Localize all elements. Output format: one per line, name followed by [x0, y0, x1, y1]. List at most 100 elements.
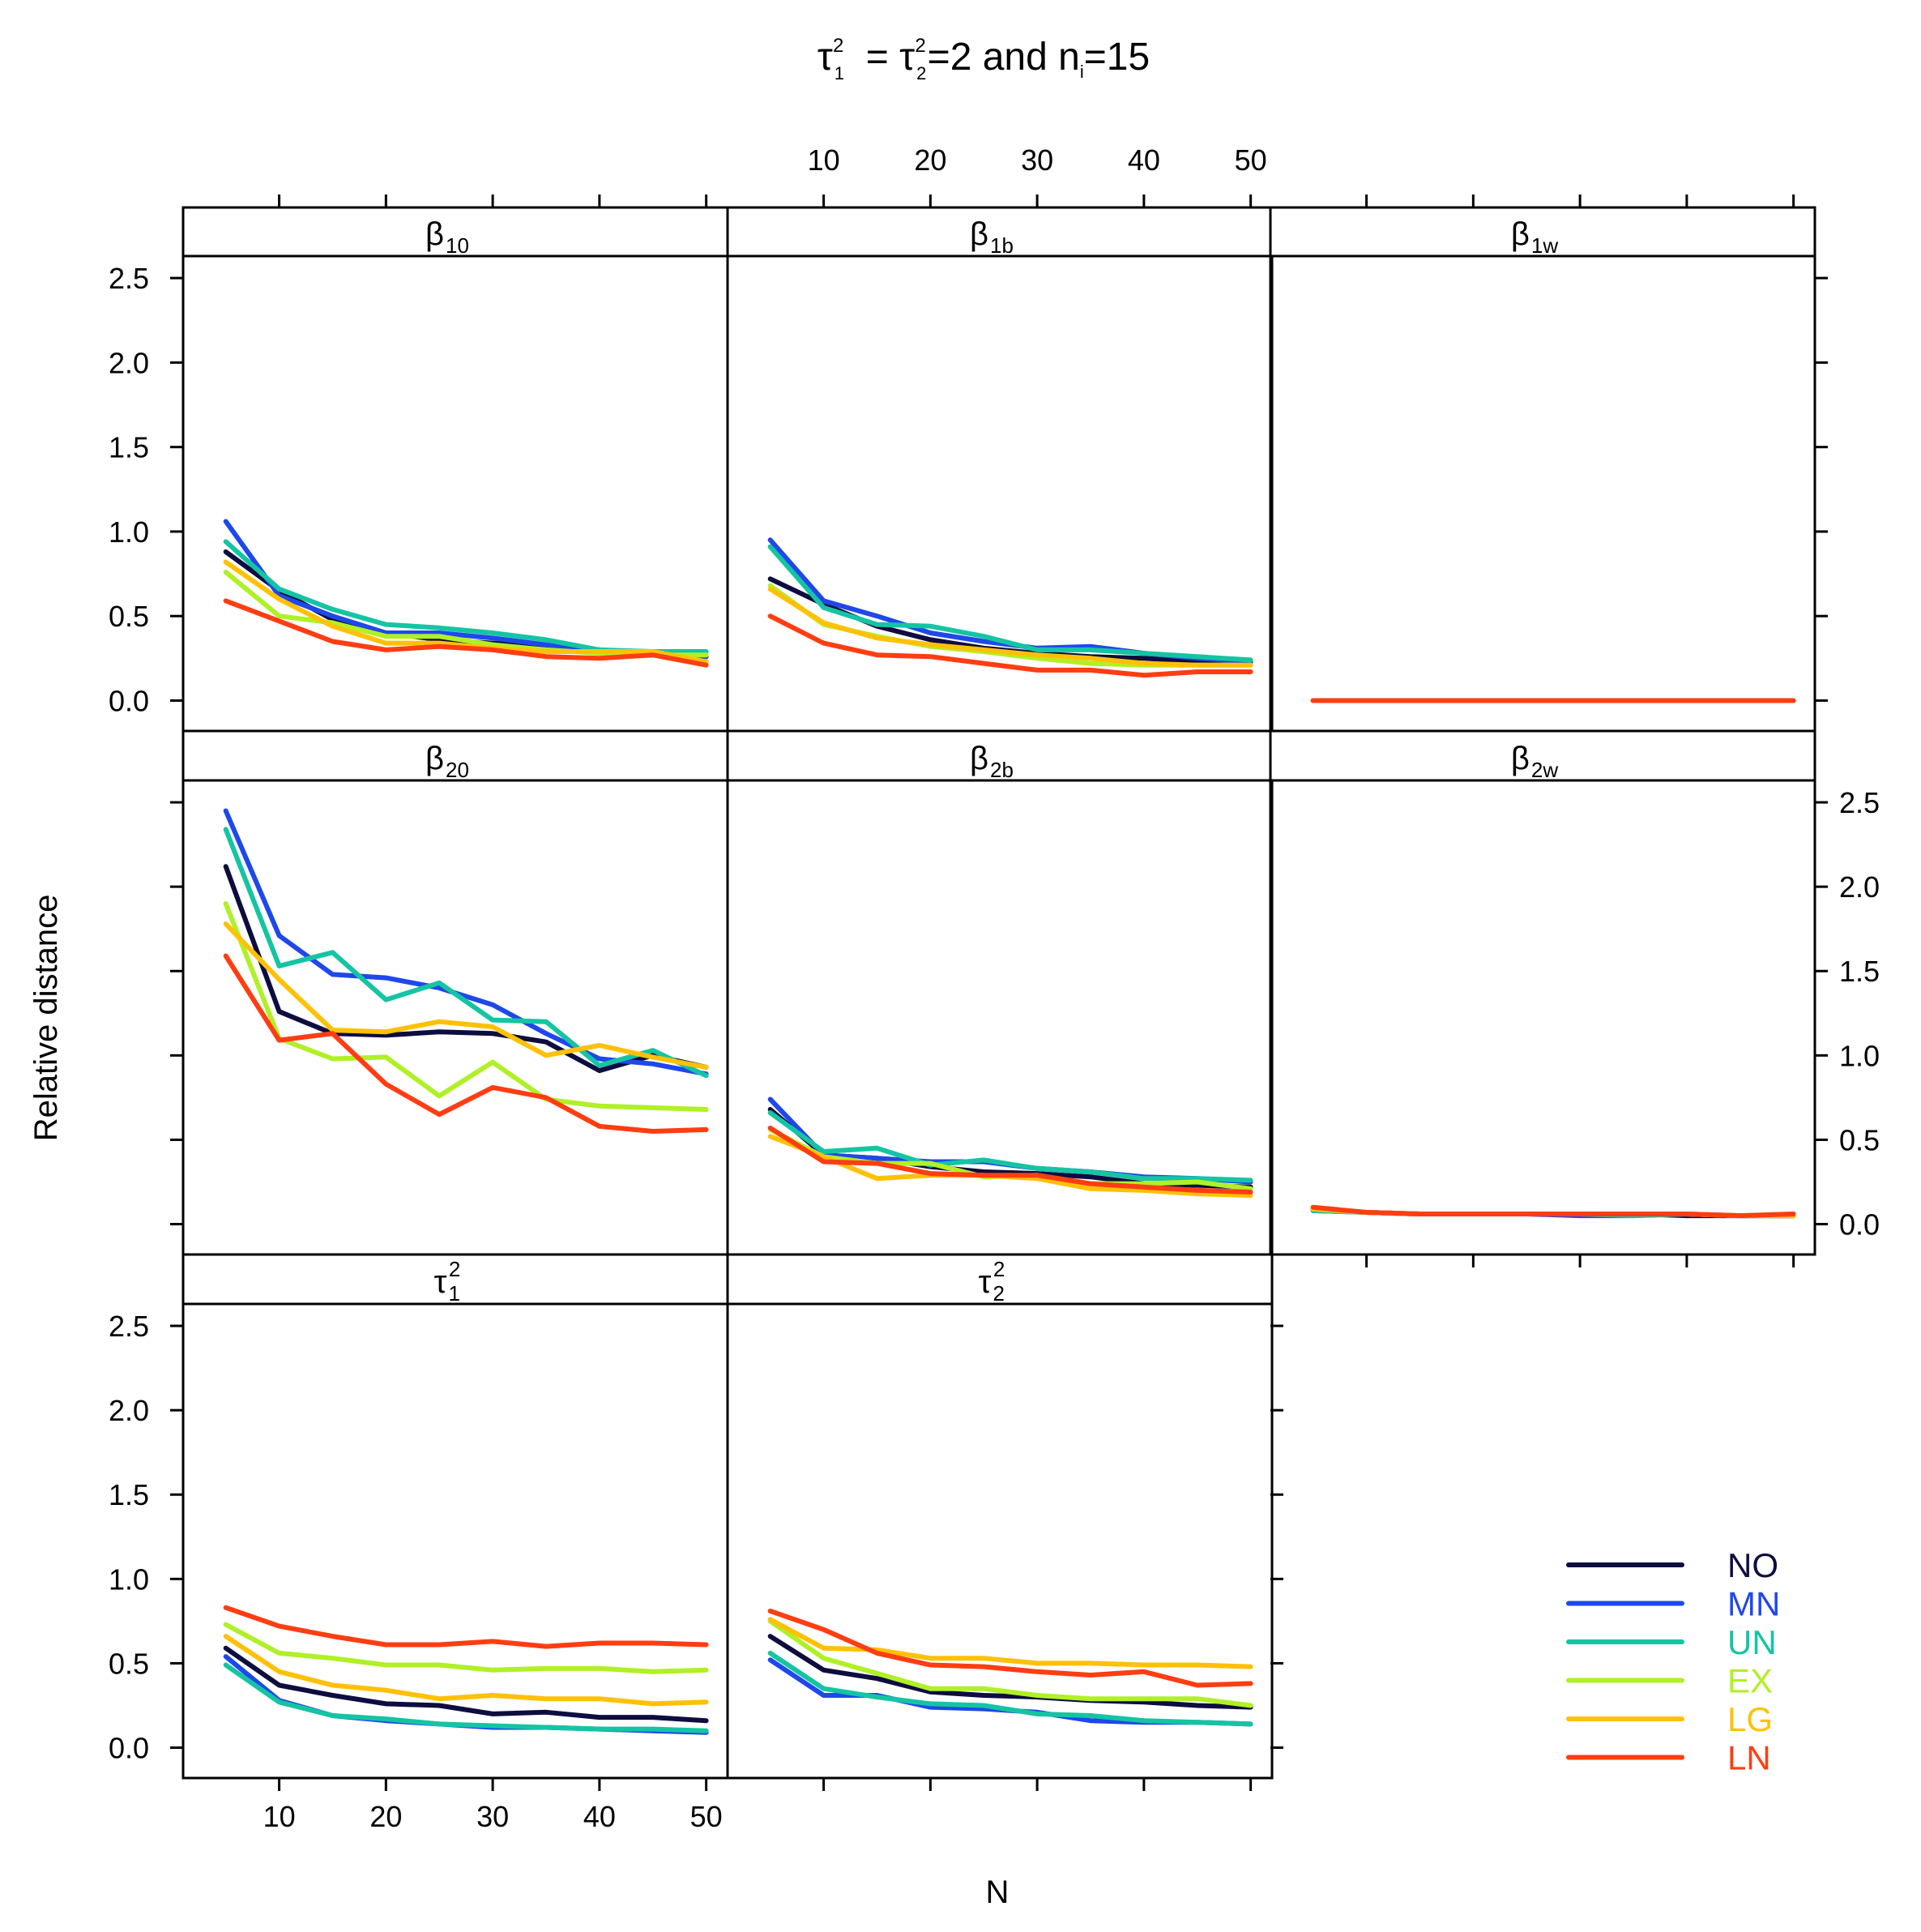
y-tick-label: 2.5 [109, 1310, 149, 1343]
series-line-ln [223, 598, 709, 668]
series-line-ln [767, 1125, 1253, 1195]
y-tick-label: 0.0 [109, 684, 149, 717]
legend-label: LG [1727, 1700, 1773, 1738]
axes: 10 20 30 40 50 10 20 30 40 50 0.0 0.5 1.0 1.5 2.0 2.5 0.… [109, 143, 1880, 1833]
panel-frame [181, 254, 729, 733]
strip-symbol: β [425, 216, 444, 252]
title-tau-1-symbol: τ [817, 36, 833, 79]
panel-frame [1269, 254, 1816, 733]
title-tau-2-symbol: τ [899, 36, 915, 79]
x-tick-label: 30 [1021, 143, 1053, 177]
panel-5: β2b [726, 729, 1274, 1256]
series-line-mn [767, 1096, 1253, 1185]
y-tick-label: 1.5 [109, 431, 149, 464]
x-axis-label: N [986, 1874, 1010, 1910]
y-axis-label: Relative distance [28, 895, 64, 1142]
x-tick-label: 20 [914, 143, 946, 177]
series-line-no [767, 1634, 1253, 1710]
title-ni-value: =15 [1084, 36, 1150, 79]
series-line-lg [767, 1617, 1253, 1669]
panel-strip [726, 729, 1274, 782]
panel-strip-label: β2w [1511, 741, 1558, 782]
x-tick-label: 30 [476, 1800, 509, 1833]
series-line-un [767, 1650, 1253, 1727]
panel-frame [1269, 779, 1816, 1256]
panel-frame [726, 1302, 1274, 1780]
series-line-mn [223, 808, 709, 1077]
strip-symbol: β [1511, 741, 1530, 776]
series-line-ex [223, 901, 709, 1112]
panel-1: β10 [181, 206, 729, 733]
series-line-ex [223, 1622, 709, 1674]
y-tick-label: 1.5 [109, 1478, 149, 1511]
series-line-ln [1310, 1204, 1796, 1219]
series-line-ex [223, 570, 709, 658]
legend-item-lg: LG [1566, 1700, 1773, 1738]
title-ni-sub: i [1080, 62, 1084, 82]
x-tick-label: 40 [583, 1800, 616, 1833]
strip-subscript: 1b [990, 233, 1014, 258]
title-value-text: =2 and n [928, 36, 1080, 79]
legend-item-mn: MN [1566, 1585, 1780, 1623]
legend-label: UN [1727, 1623, 1777, 1661]
series-line-mn [223, 519, 709, 660]
panel-strip-label: τ12 [434, 1257, 461, 1306]
series-line-ln [767, 613, 1253, 678]
panel-strip-label: β1w [1511, 216, 1558, 258]
legend-item-ln: LN [1566, 1739, 1771, 1777]
chart-title: τ12 = τ22=2 and ni=15 [817, 35, 1150, 83]
series-line-ex [767, 1618, 1253, 1708]
strip-symbol: β [970, 741, 988, 776]
y-tick-label: 0.5 [109, 1647, 149, 1680]
panel-strip [1269, 206, 1816, 258]
y-tick-label: 2.0 [1839, 870, 1880, 904]
panel-strip [181, 729, 729, 782]
x-tick-label: 20 [369, 1800, 402, 1833]
strip-subscript: 1w [1531, 233, 1558, 258]
legend-label: NO [1727, 1546, 1778, 1584]
panel-strip [726, 1253, 1274, 1306]
strip-subscript: 2 [993, 1281, 1004, 1306]
y-tick-label: 2.5 [1839, 786, 1880, 819]
series-line-no [223, 1645, 709, 1724]
y-tick-label: 0.5 [1839, 1123, 1880, 1156]
legend-label: EX [1727, 1662, 1773, 1700]
series-line-lg [223, 1634, 709, 1707]
panel-6: β2w [1269, 729, 1816, 1256]
x-tick-label: 40 [1128, 143, 1160, 177]
series-line-ln [223, 953, 709, 1134]
panel-4: β20 [181, 729, 729, 1256]
series-line-lg [767, 586, 1253, 668]
y-tick-label: 2.5 [109, 262, 149, 295]
y-tick-label: 2.0 [109, 346, 149, 379]
legend-item-ex: EX [1566, 1662, 1773, 1700]
legend-label: MN [1727, 1585, 1780, 1623]
series-line-un [223, 827, 709, 1079]
series-line-un [767, 1110, 1253, 1183]
strip-subscript: 10 [446, 233, 469, 258]
series-line-lg [223, 559, 709, 665]
strip-subscript: 2w [1531, 758, 1558, 782]
x-tick-label: 10 [263, 1800, 296, 1833]
y-tick-label: 0.0 [109, 1732, 149, 1765]
legend-item-no: NO [1566, 1546, 1778, 1584]
title-tau-1-sub: 1 [835, 63, 844, 83]
panel-strip [1269, 729, 1816, 782]
series-line-un [767, 544, 1253, 663]
y-tick-label: 1.0 [109, 515, 149, 549]
legend-item-un: UN [1566, 1623, 1777, 1661]
panel-strip [181, 1253, 729, 1306]
panel-strip-label: β10 [425, 216, 469, 258]
strip-symbol: β [425, 741, 444, 776]
panel-strip-label: β20 [425, 741, 469, 782]
y-tick-label: 0.0 [1839, 1208, 1880, 1242]
y-tick-label: 1.5 [1839, 955, 1880, 988]
series-line-un [223, 1662, 709, 1733]
title-tau-2-sup: 2 [915, 35, 925, 57]
strip-symbol: β [1511, 216, 1530, 252]
y-tick-label: 1.0 [109, 1562, 149, 1596]
panel-strip-label: τ22 [979, 1257, 1005, 1306]
y-tick-label: 2.0 [109, 1394, 149, 1427]
